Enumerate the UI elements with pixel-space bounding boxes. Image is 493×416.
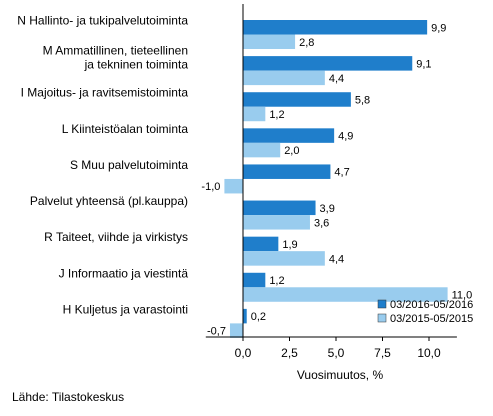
bar-series2-2 [243, 106, 266, 122]
bar-series1-7 [243, 272, 266, 288]
bar-series2-3 [243, 142, 281, 158]
legend: 03/2016-05/2016 03/2015-05/2015 [377, 299, 473, 325]
bar-series1-1 [243, 56, 413, 71]
x-tick-label-3: 7,5 [374, 346, 391, 360]
x-tick-label-4: 10,0 [417, 346, 441, 360]
source-note: Lähde: Tilastokeskus [12, 390, 125, 404]
category-label-5: Palvelut yhteensä (pl.kauppa) [30, 194, 188, 208]
legend-swatch-1 [377, 299, 387, 309]
bar-series1-2 [243, 92, 351, 107]
value-label-series1-2: 5,8 [355, 94, 370, 106]
bar-series2-6 [243, 251, 325, 266]
category-label-4: S Muu palvelutoiminta [70, 158, 188, 172]
value-label-series2-0: 2,8 [299, 37, 314, 49]
value-labels: 9,9 2,8 9,1 4,4 5,8 1,2 4,9 2,0 4,7 -1,0 3,9 3,6 1,9… [201, 22, 472, 337]
value-label-series2-1: 4,4 [329, 73, 344, 85]
value-label-series2-8: -0,7 [207, 326, 226, 338]
category-label-1-line-0: M Ammatillinen, tieteellinen [43, 44, 188, 58]
x-ticks: 0,0 2,5 5,0 7,5 10,0 [235, 337, 441, 360]
x-tick-label-1: 2,5 [281, 346, 298, 360]
value-label-series1-0: 9,9 [431, 22, 446, 34]
value-label-series1-6: 1,9 [282, 239, 297, 251]
bar-series1-3 [243, 128, 335, 143]
value-label-series2-6: 4,4 [329, 253, 344, 265]
bar-series2-1 [243, 70, 325, 86]
value-label-series1-5: 3,9 [320, 203, 335, 215]
value-label-series1-7: 1,2 [269, 275, 284, 287]
bar-series1-0 [243, 20, 428, 35]
legend-swatch-2 [377, 313, 387, 323]
category-label-1-line-1: ja tekninen toiminta [84, 58, 189, 72]
category-label-2: I Majoitus- ja ravitsemistoiminta [21, 86, 189, 100]
category-label-6: R Taiteet, viihde ja virkistys [44, 230, 188, 244]
bar-series1-4 [243, 164, 331, 179]
category-label-8: H Kuljetus ja varastointi [63, 302, 188, 316]
category-label-0: N Hallinto- ja tukipalvelutoiminta [17, 14, 188, 28]
value-label-series2-2: 1,2 [269, 109, 284, 121]
x-axis-title: Vuosimuutos, % [297, 368, 384, 382]
legend-label-2: 03/2015-05/2015 [390, 313, 473, 325]
value-label-series2-7: 11,0 [452, 290, 473, 302]
bar-series2-4 [224, 178, 243, 194]
x-tick-label-0: 0,0 [235, 346, 252, 360]
bars-group [224, 20, 448, 338]
value-label-series2-5: 3,6 [314, 217, 329, 229]
bar-series2-0 [243, 34, 296, 49]
category-label-3: L Kiinteistöalan toiminta [62, 122, 189, 136]
bar-series1-6 [243, 236, 279, 252]
bar-series1-8 [243, 308, 247, 324]
value-label-series1-3: 4,9 [338, 131, 353, 143]
bar-series1-5 [243, 200, 316, 216]
category-label-7: J Informaatio ja viestintä [59, 266, 189, 280]
value-label-series1-1: 9,1 [416, 58, 431, 70]
category-labels: N Hallinto- ja tukipalvelutoiminta M Amma… [17, 14, 188, 317]
bar-series2-8 [229, 323, 243, 338]
x-tick-label-2: 5,0 [328, 346, 345, 360]
value-label-series2-3: 2,0 [284, 145, 299, 157]
value-label-series2-4: -1,0 [201, 181, 220, 193]
value-label-series1-8: 0,2 [251, 311, 266, 323]
legend-label-1: 03/2016-05/2016 [390, 299, 473, 311]
bar-series2-7 [243, 287, 448, 302]
bar-series2-5 [243, 215, 310, 230]
value-label-series1-4: 4,7 [334, 167, 349, 179]
